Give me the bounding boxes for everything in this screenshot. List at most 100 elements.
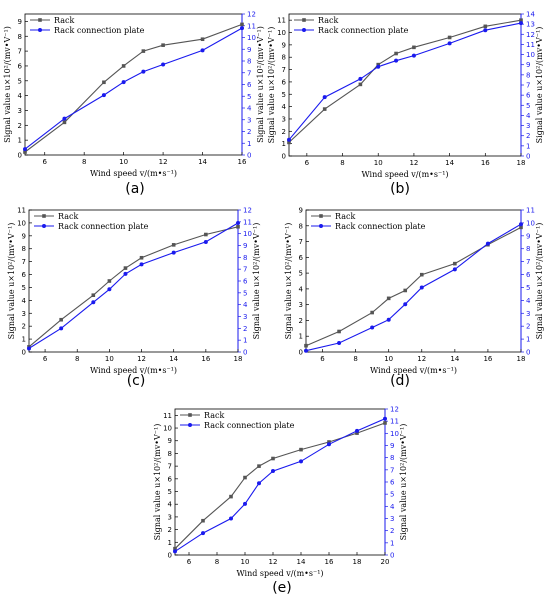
rack-connection-plate-data-point — [358, 76, 363, 81]
right-y-tick-label: 12 — [247, 11, 256, 19]
rack-connection-plate-data-point — [322, 95, 327, 100]
legend-label: Rack — [54, 16, 74, 25]
rack-connection-plate-data-point — [141, 69, 146, 74]
left-y-tick-label: 8 — [282, 54, 286, 62]
rack-connection-plate-data-point — [23, 147, 27, 152]
chart-panel-d: 6 8 10 12 14 16 18012345678901234567891011Wind… — [284, 207, 544, 390]
rack-data-point — [204, 232, 208, 237]
rack-data-point — [304, 343, 308, 348]
right-y-tick-label: 0 — [243, 349, 247, 357]
rack-connection-plate-data-point — [337, 340, 342, 345]
panel-label: (b) — [390, 181, 410, 197]
right-y-tick-label: 6 — [247, 81, 252, 89]
right-y-tick-label: 5 — [390, 491, 394, 499]
rack-connection-plate-data-point — [383, 416, 387, 421]
rack-connection-plate-data-point — [200, 48, 205, 53]
rack-data-point — [358, 82, 363, 87]
right-y-tick-label: 12 — [526, 31, 535, 39]
x-tick-label: 12 — [159, 158, 168, 166]
left-y-tick-label: 2 — [168, 526, 172, 534]
left-y-tick-label: 11 — [17, 207, 26, 215]
right-y-tick-label: 8 — [390, 454, 394, 462]
legend-label: Rack connection plate — [58, 222, 149, 231]
x-axis-title: Wind speed v/(m•s⁻¹) — [236, 569, 323, 578]
left-y-tick-label: 2 — [22, 323, 26, 331]
rack-connection-plate-data-point — [411, 53, 416, 58]
rack-data-point — [394, 51, 398, 56]
left-y-axis-title: Signal value u×10²/(mv•V⁻¹) — [267, 27, 276, 144]
legend-marker-plate — [302, 28, 306, 32]
x-tick-label: 6 — [320, 355, 325, 363]
rack-connection-plate-series-line — [174, 418, 386, 552]
right-y-tick-label: 2 — [526, 323, 530, 331]
right-y-tick-label: 1 — [390, 539, 394, 547]
rack-data-point — [141, 49, 146, 53]
left-y-tick-label: 6 — [22, 271, 27, 279]
right-y-axis-title: Signal value u×10²/(mv•V⁻¹) — [535, 27, 544, 144]
right-y-tick-label: 2 — [243, 325, 247, 333]
x-tick-label: 16 — [483, 355, 492, 363]
chart-panel-b: 6 8 10 12 14 16 180123456789101101234567891011… — [267, 11, 544, 198]
rack-connection-plate-data-point — [452, 267, 457, 272]
right-y-tick-label: 8 — [247, 58, 251, 66]
left-y-tick-label: 3 — [282, 115, 286, 123]
rack-series-line — [288, 19, 522, 143]
rack-data-point — [139, 255, 144, 260]
left-y-tick-label: 0 — [22, 349, 26, 357]
left-y-tick-label: 11 — [277, 17, 286, 25]
left-y-tick-label: 4 — [22, 297, 27, 305]
left-y-tick-label: 5 — [168, 488, 172, 496]
right-y-tick-label: 10 — [247, 34, 256, 42]
left-y-tick-label: 3 — [18, 107, 22, 115]
legend-label: Rack — [335, 212, 355, 221]
right-y-tick-label: 7 — [526, 258, 530, 266]
legend-label: Rack — [58, 212, 78, 221]
right-y-axis-title: Signal value u×10²/(mv•V⁻¹) — [252, 223, 261, 340]
right-y-tick-label: 6 — [526, 92, 531, 100]
plot-frame — [24, 13, 243, 156]
left-y-tick-label: 2 — [18, 122, 22, 130]
rack-data-point — [62, 120, 67, 125]
right-y-tick-label: 9 — [243, 242, 247, 250]
x-tick-label: 16 — [481, 159, 490, 167]
plot-frame — [28, 209, 239, 353]
left-y-axis-title: Signal value u×10²/(mv•V⁻¹) — [3, 26, 12, 143]
right-y-tick-label: 9 — [526, 232, 530, 240]
rack-connection-plate-data-point — [203, 239, 208, 244]
left-y-tick-label: 5 — [18, 77, 22, 85]
x-tick-label: 6 — [305, 159, 310, 167]
x-tick-label: 16 — [201, 355, 210, 363]
legend-marker-rack — [38, 18, 42, 22]
left-y-tick-label: 1 — [299, 333, 303, 341]
chart-panel-c: 6 8 10 12 14 16 180123456789101101234567891011… — [7, 207, 261, 390]
left-y-tick-label: 8 — [18, 33, 22, 41]
left-y-tick-label: 11 — [163, 412, 172, 420]
left-y-tick-label: 9 — [168, 437, 172, 445]
rack-data-point — [173, 546, 177, 551]
left-y-tick-label: 0 — [282, 153, 286, 161]
rack-connection-plate-data-point — [229, 516, 233, 521]
rack-connection-plate-data-point — [271, 469, 275, 474]
right-y-tick-label: 4 — [243, 301, 248, 309]
rack-data-point — [322, 107, 327, 111]
left-y-tick-label: 0 — [18, 152, 22, 160]
rack-data-point — [200, 37, 205, 42]
right-y-tick-label: 5 — [526, 102, 530, 110]
legend-label: Rack — [204, 411, 224, 420]
rack-data-point — [447, 35, 452, 40]
rack-connection-plate-data-point — [519, 222, 523, 227]
right-y-tick-label: 0 — [526, 153, 530, 161]
left-y-tick-label: 4 — [18, 92, 23, 100]
right-y-tick-label: 1 — [526, 336, 530, 344]
right-y-tick-label: 3 — [243, 313, 247, 321]
left-y-tick-label: 6 — [282, 78, 287, 86]
rack-data-point — [102, 80, 106, 85]
x-tick-label: 8 — [215, 558, 219, 566]
rack-data-point — [403, 288, 408, 293]
right-y-tick-label: 11 — [247, 22, 256, 30]
right-y-tick-label: 3 — [247, 116, 251, 124]
rack-connection-plate-data-point — [62, 116, 67, 121]
